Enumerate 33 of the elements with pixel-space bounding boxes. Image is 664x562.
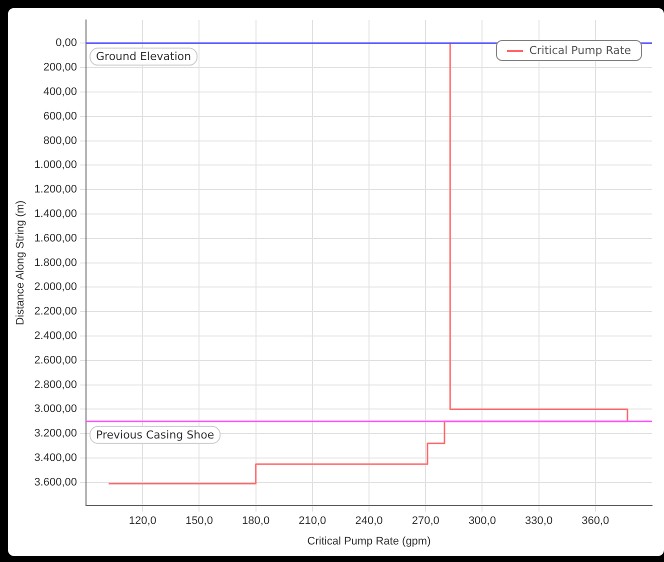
y-tick-label: 1.000,00 — [34, 159, 78, 172]
x-tick-label: 150,0 — [185, 515, 213, 528]
x-tick-label: 330,0 — [525, 515, 553, 528]
y-tick-label: 3.600,00 — [34, 476, 78, 488]
x-tick-label: 180,0 — [242, 515, 270, 528]
y-tick-label: 600,00 — [43, 110, 78, 122]
y-tick-label: 3.400,00 — [34, 452, 78, 464]
y-tick-label: 0,00 — [56, 37, 78, 50]
y-tick-label: 1.800,00 — [34, 256, 78, 269]
y-tick-label: 2.600,00 — [34, 354, 78, 366]
x-tick-label: 120,0 — [128, 515, 156, 528]
ref-line-label: Previous Casing Shoe — [96, 428, 214, 442]
y-tick-label: 1.600,00 — [34, 232, 78, 244]
x-tick-label: 360,0 — [582, 515, 610, 528]
y-tick-label: 3.200,00 — [34, 428, 78, 440]
y-axis-title: Distance Along String (m) — [14, 200, 27, 326]
legend-label: Critical Pump Rate — [529, 44, 631, 57]
y-tick-label: 2.200,00 — [34, 306, 78, 318]
ref-line-label: Ground Elevation — [96, 50, 192, 64]
y-tick-label: 2.800,00 — [34, 378, 78, 391]
y-tick-label: 1.400,00 — [34, 208, 78, 220]
y-tick-label: 2.000,00 — [34, 281, 78, 294]
y-tick-label: 2.400,00 — [34, 330, 78, 342]
y-tick-label: 1.200,00 — [34, 184, 78, 196]
x-tick-label: 300,0 — [468, 515, 496, 528]
y-tick-label: 200,00 — [43, 62, 78, 74]
x-tick-label: 240,0 — [355, 515, 383, 528]
y-tick-label: 400,00 — [43, 86, 78, 98]
y-tick-label: 3.000,00 — [34, 403, 78, 416]
x-tick-label: 270,0 — [412, 515, 440, 528]
x-tick-label: 210,0 — [298, 515, 326, 528]
y-tick-label: 800,00 — [43, 134, 78, 147]
x-axis-title: Critical Pump Rate (gpm) — [307, 535, 431, 548]
